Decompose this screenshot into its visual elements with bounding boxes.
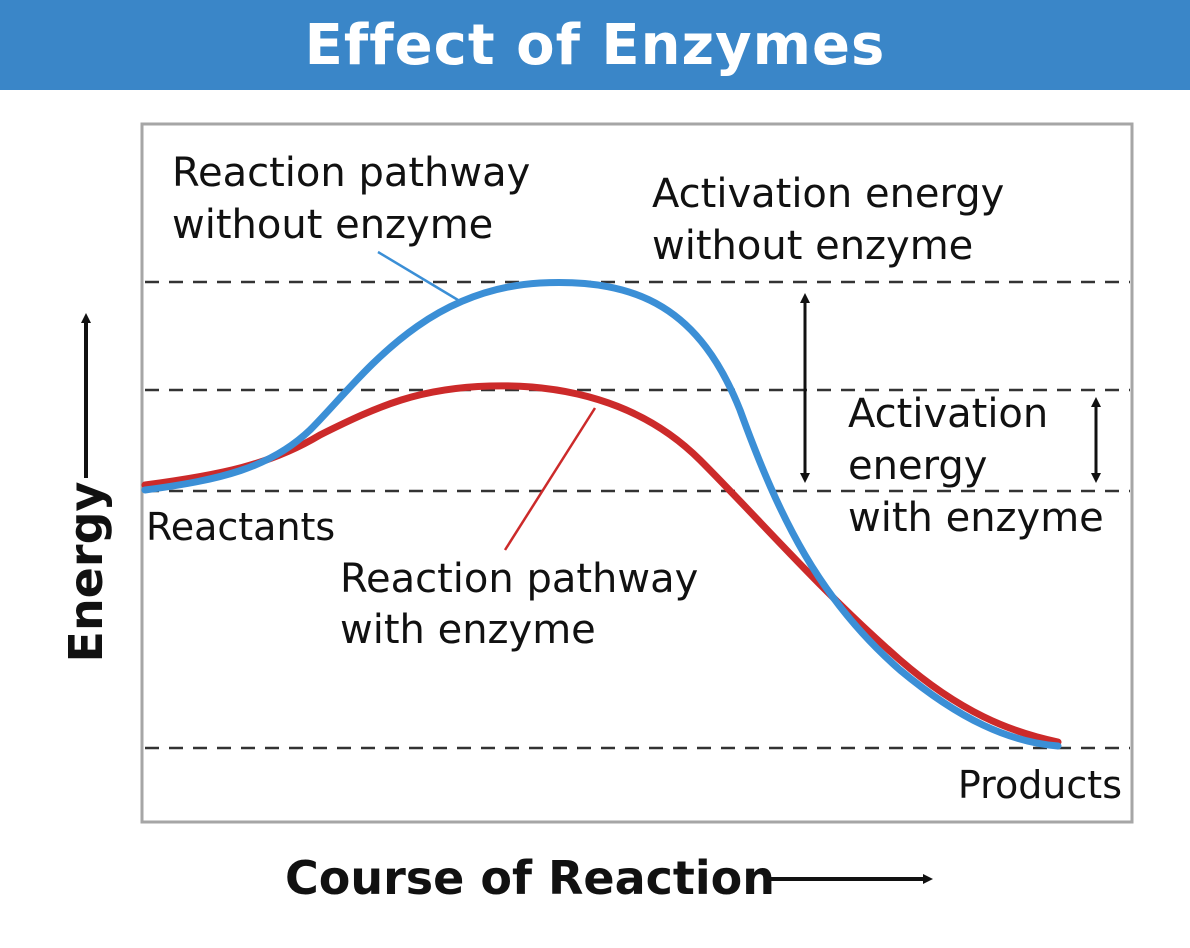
curve-without-enzyme	[141, 279, 1062, 750]
label-pathway-without: Reaction pathway without enzyme	[172, 150, 543, 248]
plot-border	[140, 122, 1134, 824]
reference-lines	[145, 280, 1130, 750]
label-reactants: Reactants	[146, 505, 335, 549]
label-pathway-with: Reaction pathway with enzyme	[340, 556, 711, 653]
label-products: Products	[958, 763, 1122, 807]
x-axis: Course of Reaction	[285, 851, 933, 905]
x-axis-label: Course of Reaction	[285, 851, 775, 905]
label-activation-without: Activation energy without enzyme	[652, 171, 1017, 269]
label-activation-with: Activation energy with enzyme	[848, 391, 1104, 541]
leader-line-without	[377, 250, 459, 302]
curve-with-enzyme	[141, 382, 1062, 746]
leader-line-with	[503, 407, 597, 551]
y-axis-label: Energy	[59, 482, 113, 663]
diagram-title: Effect of Enzymes	[304, 12, 886, 78]
y-axis: Energy	[59, 313, 113, 663]
title-bar: Effect of Enzymes	[0, 0, 1190, 90]
